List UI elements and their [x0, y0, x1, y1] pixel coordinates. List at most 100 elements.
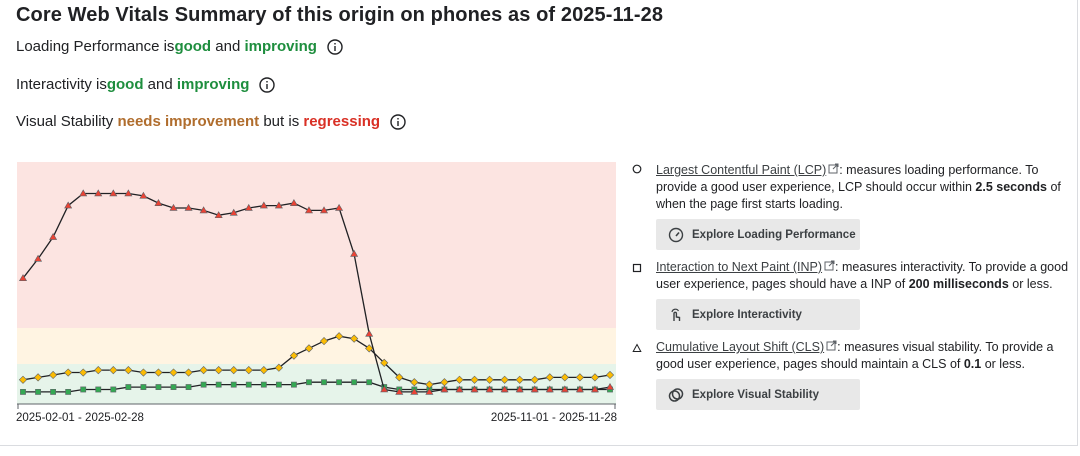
inp-point[interactable]: [289, 351, 299, 360]
inp-point[interactable]: [154, 368, 163, 377]
inp-point[interactable]: [244, 366, 253, 375]
inp-point[interactable]: [440, 378, 449, 387]
lcp-point[interactable]: [214, 211, 223, 219]
cls-point[interactable]: [351, 379, 358, 386]
inp-link[interactable]: Interaction to Next Paint (INP): [656, 260, 823, 274]
info-icon[interactable]: [327, 38, 343, 55]
lcp-point[interactable]: [139, 191, 148, 199]
inp-point[interactable]: [334, 332, 344, 341]
cls-point[interactable]: [215, 381, 222, 388]
cls-point[interactable]: [306, 379, 312, 386]
inp-point[interactable]: [470, 375, 479, 384]
lcp-point[interactable]: [410, 387, 419, 395]
cls-point[interactable]: [125, 384, 132, 390]
inp-point[interactable]: [33, 373, 43, 382]
inp-point[interactable]: [515, 375, 524, 384]
cls-point[interactable]: [275, 381, 282, 388]
lcp-point[interactable]: [109, 189, 118, 197]
lcp-point[interactable]: [470, 385, 479, 393]
inp-point[interactable]: [259, 366, 268, 375]
cls-point[interactable]: [260, 381, 267, 388]
inp-point[interactable]: [605, 370, 615, 380]
cls-point[interactable]: [35, 389, 41, 395]
lcp-point[interactable]: [64, 201, 73, 209]
cls-point[interactable]: [245, 381, 252, 388]
cls-point[interactable]: [185, 384, 192, 390]
inp-point[interactable]: [485, 375, 494, 384]
lcp-point[interactable]: [304, 206, 313, 214]
cls-point[interactable]: [321, 379, 327, 386]
lcp-point[interactable]: [124, 189, 133, 197]
inp-point[interactable]: [500, 375, 509, 384]
inp-point[interactable]: [274, 363, 283, 372]
inp-point[interactable]: [425, 380, 434, 389]
info-icon[interactable]: [390, 113, 406, 130]
cls-point[interactable]: [291, 381, 297, 388]
inp-point[interactable]: [410, 378, 419, 387]
explore-loading-button[interactable]: Explore Loading Performance: [656, 219, 860, 250]
lcp-point[interactable]: [229, 208, 238, 216]
lcp-point[interactable]: [560, 385, 569, 393]
lcp-point[interactable]: [199, 206, 208, 214]
inp-point[interactable]: [590, 373, 600, 382]
info-icon[interactable]: [259, 76, 276, 93]
inp-point[interactable]: [545, 373, 554, 382]
lcp-point[interactable]: [455, 385, 464, 393]
cls-point[interactable]: [230, 381, 237, 388]
inp-point[interactable]: [64, 368, 73, 377]
lcp-point[interactable]: [18, 274, 28, 281]
lcp-point[interactable]: [335, 203, 344, 211]
cls-point[interactable]: [366, 379, 373, 386]
lcp-point[interactable]: [350, 249, 359, 257]
lcp-point[interactable]: [380, 385, 389, 393]
inp-point[interactable]: [365, 344, 374, 353]
inp-point[interactable]: [18, 375, 28, 384]
lcp-point[interactable]: [289, 199, 298, 206]
lcp-point[interactable]: [575, 385, 584, 393]
lcp-point[interactable]: [500, 385, 509, 393]
cls-point[interactable]: [170, 384, 177, 390]
inp-point[interactable]: [49, 370, 58, 380]
external-link-icon[interactable]: [828, 163, 839, 174]
cls-point[interactable]: [65, 389, 72, 395]
inp-point[interactable]: [169, 368, 178, 377]
explore-interactivity-button[interactable]: Explore Interactivity: [656, 299, 860, 330]
cls-point[interactable]: [95, 386, 102, 393]
external-link-icon[interactable]: [826, 340, 837, 351]
lcp-point[interactable]: [590, 385, 599, 393]
inp-point[interactable]: [199, 366, 208, 375]
inp-point[interactable]: [304, 344, 314, 353]
lcp-point[interactable]: [184, 203, 193, 211]
lcp-point[interactable]: [259, 201, 268, 209]
inp-point[interactable]: [139, 368, 148, 377]
inp-point[interactable]: [560, 373, 569, 382]
lcp-point[interactable]: [154, 199, 163, 206]
lcp-point[interactable]: [274, 201, 283, 209]
cls-point[interactable]: [336, 379, 342, 386]
inp-point[interactable]: [214, 366, 223, 375]
cls-point[interactable]: [155, 384, 162, 390]
inp-point[interactable]: [575, 373, 584, 382]
external-link-icon[interactable]: [824, 260, 835, 271]
inp-point[interactable]: [380, 358, 389, 367]
lcp-point[interactable]: [79, 189, 88, 197]
lcp-point[interactable]: [320, 206, 329, 214]
lcp-point[interactable]: [395, 387, 404, 395]
inp-point[interactable]: [124, 366, 133, 375]
lcp-point[interactable]: [485, 385, 494, 393]
lcp-point[interactable]: [49, 232, 58, 240]
cls-point[interactable]: [110, 386, 117, 393]
lcp-point[interactable]: [545, 385, 554, 393]
cls-point[interactable]: [200, 381, 207, 388]
inp-point[interactable]: [109, 366, 118, 375]
lcp-point[interactable]: [244, 203, 253, 211]
inp-point[interactable]: [530, 375, 539, 384]
inp-point[interactable]: [94, 366, 103, 375]
inp-point[interactable]: [395, 373, 404, 382]
cls-point[interactable]: [50, 389, 57, 395]
lcp-point[interactable]: [169, 203, 178, 211]
lcp-point[interactable]: [515, 385, 524, 393]
lcp-point[interactable]: [440, 385, 449, 393]
inp-point[interactable]: [229, 366, 238, 375]
lcp-point[interactable]: [605, 382, 615, 390]
